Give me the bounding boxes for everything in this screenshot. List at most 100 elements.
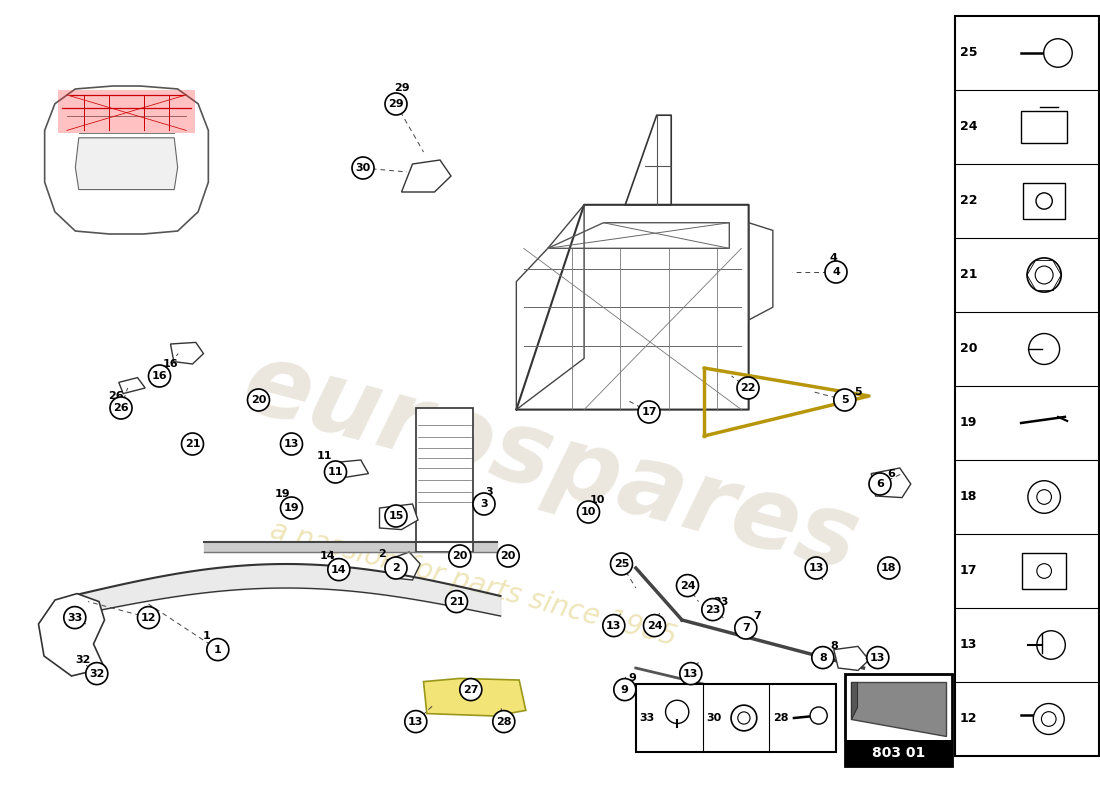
Circle shape xyxy=(737,377,759,399)
Text: 12: 12 xyxy=(141,613,156,622)
Text: 19: 19 xyxy=(960,417,977,430)
Text: a passion for parts since 1985: a passion for parts since 1985 xyxy=(266,516,680,652)
Polygon shape xyxy=(424,678,526,716)
Circle shape xyxy=(666,700,689,723)
Circle shape xyxy=(280,433,302,455)
Text: 27: 27 xyxy=(463,685,478,694)
Circle shape xyxy=(493,710,515,733)
Circle shape xyxy=(1044,38,1072,67)
Circle shape xyxy=(385,557,407,579)
Text: 20: 20 xyxy=(251,395,266,405)
Text: 9: 9 xyxy=(620,685,629,694)
Text: 28: 28 xyxy=(496,717,512,726)
Circle shape xyxy=(1027,258,1062,292)
Circle shape xyxy=(473,493,495,515)
Circle shape xyxy=(280,497,302,519)
Text: 20: 20 xyxy=(452,551,468,561)
Text: 17: 17 xyxy=(641,407,657,417)
Bar xyxy=(1023,182,1065,219)
Circle shape xyxy=(610,553,632,575)
Bar xyxy=(845,741,952,766)
Text: 25: 25 xyxy=(614,559,629,569)
Circle shape xyxy=(812,646,834,669)
Text: 11: 11 xyxy=(328,467,343,477)
Polygon shape xyxy=(379,504,418,530)
Text: 22: 22 xyxy=(740,383,756,393)
Text: 803 01: 803 01 xyxy=(871,746,925,761)
Circle shape xyxy=(680,662,702,685)
Circle shape xyxy=(1027,481,1060,514)
Text: 13: 13 xyxy=(870,653,886,662)
Text: 26: 26 xyxy=(108,391,123,401)
Circle shape xyxy=(460,678,482,701)
Circle shape xyxy=(1035,266,1053,284)
Circle shape xyxy=(825,261,847,283)
Circle shape xyxy=(110,397,132,419)
Polygon shape xyxy=(871,468,911,498)
Text: 29: 29 xyxy=(394,83,409,93)
Text: 23: 23 xyxy=(713,597,728,606)
Text: 18: 18 xyxy=(960,490,977,503)
Circle shape xyxy=(449,545,471,567)
Circle shape xyxy=(1037,490,1052,504)
Text: 1: 1 xyxy=(213,645,222,654)
Text: 33: 33 xyxy=(640,713,654,723)
Text: eurospares: eurospares xyxy=(232,335,868,593)
Circle shape xyxy=(446,590,468,613)
Text: 19: 19 xyxy=(275,490,290,499)
Circle shape xyxy=(810,707,827,724)
Circle shape xyxy=(702,598,724,621)
Circle shape xyxy=(207,638,229,661)
Circle shape xyxy=(644,614,666,637)
Text: 5: 5 xyxy=(855,387,861,397)
Circle shape xyxy=(676,574,698,597)
Text: 14: 14 xyxy=(320,551,336,561)
Circle shape xyxy=(867,646,889,669)
Text: 23: 23 xyxy=(705,605,720,614)
Text: 15: 15 xyxy=(388,511,404,521)
Bar xyxy=(845,674,952,766)
Circle shape xyxy=(385,93,407,115)
Text: 1: 1 xyxy=(202,631,211,641)
Circle shape xyxy=(385,505,407,527)
Text: 28: 28 xyxy=(773,713,789,723)
Bar xyxy=(636,684,836,752)
Text: 6: 6 xyxy=(876,479,884,489)
Text: 18: 18 xyxy=(881,563,896,573)
Text: 12: 12 xyxy=(960,713,977,726)
Text: 24: 24 xyxy=(647,621,662,630)
Circle shape xyxy=(1028,334,1059,365)
Polygon shape xyxy=(850,682,857,718)
Circle shape xyxy=(497,545,519,567)
Text: 13: 13 xyxy=(960,638,977,651)
Text: 3: 3 xyxy=(486,487,493,497)
Text: 11: 11 xyxy=(317,451,332,461)
Text: 13: 13 xyxy=(808,563,824,573)
Text: 20: 20 xyxy=(960,342,977,355)
Bar xyxy=(416,408,473,552)
Circle shape xyxy=(182,433,204,455)
Bar xyxy=(955,16,1099,756)
Circle shape xyxy=(869,473,891,495)
Text: 9: 9 xyxy=(628,674,637,683)
Text: 16: 16 xyxy=(152,371,167,381)
Circle shape xyxy=(1033,703,1064,734)
Circle shape xyxy=(614,678,636,701)
Text: 16: 16 xyxy=(163,359,178,369)
Text: 2: 2 xyxy=(392,563,400,573)
Text: 6: 6 xyxy=(887,469,895,478)
Circle shape xyxy=(86,662,108,685)
Circle shape xyxy=(138,606,160,629)
Circle shape xyxy=(732,705,757,731)
Text: 8: 8 xyxy=(829,642,838,651)
Text: 21: 21 xyxy=(449,597,464,606)
Circle shape xyxy=(1042,712,1056,726)
Polygon shape xyxy=(834,646,869,670)
Text: 17: 17 xyxy=(960,565,977,578)
Text: 5: 5 xyxy=(842,395,848,405)
Circle shape xyxy=(148,365,170,387)
Text: 30: 30 xyxy=(355,163,371,173)
Polygon shape xyxy=(336,460,368,478)
Text: 22: 22 xyxy=(960,194,977,207)
Polygon shape xyxy=(58,90,195,134)
